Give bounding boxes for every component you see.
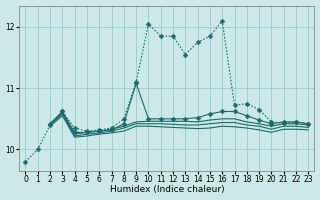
X-axis label: Humidex (Indice chaleur): Humidex (Indice chaleur) [109,185,224,194]
